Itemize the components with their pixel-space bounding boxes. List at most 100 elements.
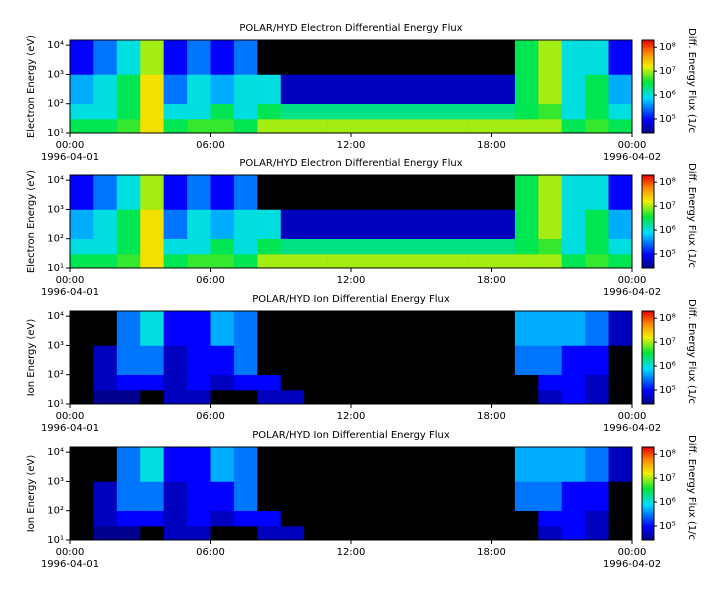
heatmap-cell	[70, 103, 94, 120]
heatmap-cell	[444, 526, 469, 541]
colorbar-segment	[642, 352, 654, 355]
heatmap-cell	[327, 175, 352, 210]
colorbar-segment	[642, 399, 654, 402]
x-tick-label: 00:00	[618, 140, 647, 151]
colorbar-segment	[642, 328, 654, 330]
colorbar-segment	[642, 451, 654, 454]
heatmap-cell	[327, 40, 352, 75]
heatmap-cell	[397, 40, 422, 75]
heatmap-cell	[585, 510, 609, 527]
colorbar-segment	[642, 55, 654, 58]
colorbar-segment	[642, 88, 654, 90]
colorbar-segment	[642, 114, 654, 117]
heatmap-cell	[374, 390, 399, 405]
heatmap-cell	[280, 481, 305, 512]
colorbar-segment	[642, 468, 654, 471]
heatmap-cell	[608, 238, 633, 255]
colorbar-segment	[642, 249, 654, 252]
heatmap-cell	[538, 447, 563, 482]
colorbar-segment	[642, 182, 654, 185]
heatmap-cell	[210, 103, 235, 120]
colorbar-segment	[642, 459, 654, 462]
heatmap-cell	[608, 345, 633, 376]
colorbar-segment	[642, 190, 654, 193]
heatmap-cell	[538, 238, 563, 255]
colorbar-segment	[642, 340, 654, 343]
colorbar-segment	[642, 538, 654, 541]
colorbar-tick-label: 10⁸	[659, 177, 676, 188]
colorbar-tick-label: 10⁸	[659, 42, 676, 53]
heatmap-cell	[585, 526, 609, 541]
heatmap-cell	[304, 74, 328, 105]
colorbar-segment	[642, 512, 654, 515]
heatmap-cell	[514, 374, 539, 391]
colorbar-segment	[642, 244, 654, 247]
heatmap-cell	[187, 103, 211, 120]
colorbar-segment	[642, 366, 654, 369]
colorbar-segment	[642, 471, 654, 474]
colorbar-segment	[642, 223, 654, 225]
heatmap-cell	[163, 374, 188, 391]
heatmap-cell	[210, 481, 235, 512]
heatmap-cell	[374, 238, 399, 255]
heatmap-cell	[163, 481, 188, 512]
heatmap-cell	[561, 374, 586, 391]
colorbar-segment	[642, 393, 654, 396]
colorbar-segment	[642, 491, 654, 494]
panel-title: POLAR/HYD Electron Differential Energy F…	[239, 23, 462, 34]
heatmap-cell	[304, 40, 328, 75]
colorbar-segment	[642, 66, 654, 69]
colorbar-segment	[642, 81, 654, 84]
heatmap-cell	[397, 103, 422, 120]
colorbar-segment	[642, 314, 654, 317]
heatmap-cell	[444, 74, 469, 105]
colorbar-segment	[642, 40, 654, 42]
y-tick-label: 10¹	[47, 535, 64, 546]
x-tick-label: 00:00	[618, 547, 647, 558]
colorbar-frame	[641, 310, 655, 405]
heatmap-cell	[140, 119, 164, 134]
colorbar-segment	[642, 227, 654, 230]
heatmap-cell	[374, 209, 399, 240]
heatmap-cell	[327, 390, 352, 405]
heatmap-cell	[116, 311, 141, 346]
heatmap-cell	[233, 526, 258, 541]
heatmap-cell	[210, 510, 235, 527]
heatmap-cell	[608, 481, 633, 512]
colorbar-segment	[642, 462, 654, 465]
heatmap-cell	[538, 390, 563, 405]
heatmap-cell	[585, 119, 609, 134]
colorbar-segment	[642, 106, 654, 109]
heatmap-cell	[210, 345, 235, 376]
heatmap-cell	[468, 510, 492, 527]
heatmap-cell	[468, 103, 492, 120]
heatmap-cell	[93, 119, 118, 134]
heatmap-cell	[140, 40, 164, 75]
heatmap-cell	[163, 119, 188, 134]
heatmap-cell	[327, 526, 352, 541]
colorbar-segment	[642, 238, 654, 241]
heatmap-cell	[187, 119, 211, 134]
heatmap-cell	[233, 481, 258, 512]
heatmap-cell	[327, 345, 352, 376]
colorbar-segment	[642, 219, 654, 222]
colorbar-segment	[642, 346, 654, 349]
x-tick-label: 12:00	[337, 275, 366, 286]
heatmap-cell	[608, 74, 633, 105]
heatmap-cell	[585, 103, 609, 120]
colorbar-tick-label: 10⁸	[659, 313, 676, 324]
heatmap-cell	[608, 311, 633, 346]
heatmap-cell	[327, 119, 352, 134]
heatmap-cell	[491, 390, 516, 405]
heatmap-cell	[304, 209, 328, 240]
heatmap-cell	[187, 175, 211, 210]
heatmap-cell	[93, 209, 118, 240]
heatmap-cell	[444, 510, 469, 527]
colorbar-segment	[642, 535, 654, 538]
heatmap-cell	[374, 345, 399, 376]
heatmap-cell	[608, 447, 633, 482]
y-tick-label: 10⁴	[47, 311, 64, 322]
heatmap-cell	[280, 374, 305, 391]
heatmap-cell	[70, 119, 94, 134]
heatmap-cell	[397, 74, 422, 105]
